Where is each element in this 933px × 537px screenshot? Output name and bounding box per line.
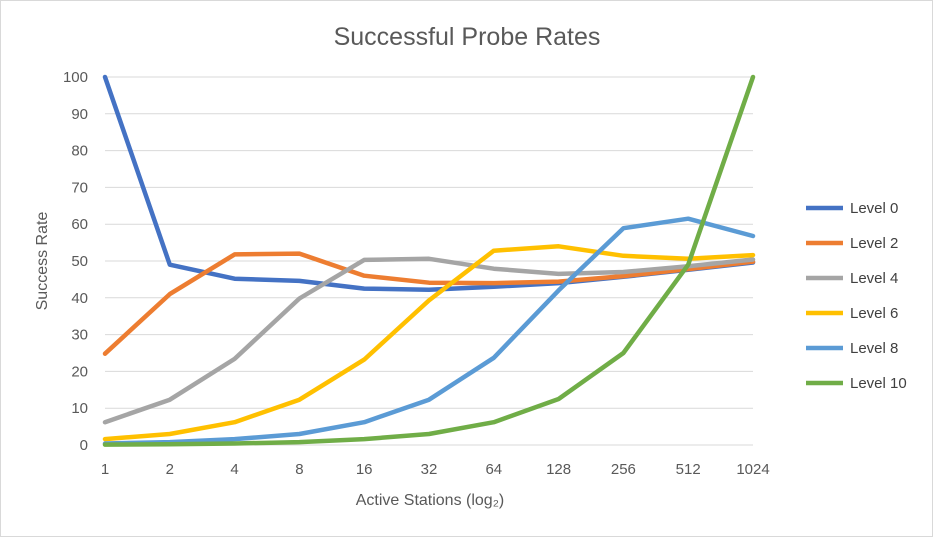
y-tick-label: 100 xyxy=(63,69,88,86)
y-tick-label: 30 xyxy=(71,327,88,344)
legend-label: Level 0 xyxy=(850,200,898,217)
legend-label: Level 8 xyxy=(850,340,898,357)
x-tick-label: 32 xyxy=(421,461,438,478)
x-tick-label: 64 xyxy=(485,461,502,478)
legend-label: Level 4 xyxy=(850,270,898,287)
y-tick-label: 90 xyxy=(71,106,88,123)
series-line xyxy=(102,216,756,446)
x-axis-label: Active Stations (log₂) xyxy=(356,492,505,509)
series-lines xyxy=(102,74,756,447)
series-line xyxy=(102,251,756,356)
y-tick-label: 60 xyxy=(71,216,88,233)
series-line xyxy=(102,74,756,447)
legend: Level 0 Level 2 Level 4 Level 6 Level 8 Level… xyxy=(806,200,907,392)
y-tick-label: 20 xyxy=(71,363,88,380)
y-tick-label: 80 xyxy=(71,143,88,160)
legend-label: Level 6 xyxy=(850,305,898,322)
x-tick-label: 8 xyxy=(295,461,303,478)
y-tick-label: 70 xyxy=(71,179,88,196)
x-tick-label: 2 xyxy=(166,461,174,478)
series-line xyxy=(102,244,756,442)
series-line xyxy=(102,256,756,425)
y-tick-labels: 0 10 20 30 40 50 60 70 80 90 100 xyxy=(63,69,88,454)
y-axis-label: Success Rate xyxy=(34,212,51,311)
y-tick-label: 0 xyxy=(80,437,88,454)
legend-label: Level 2 xyxy=(850,235,898,252)
x-tick-label: 128 xyxy=(546,461,571,478)
x-tick-label: 1 xyxy=(101,461,109,478)
x-tick-label: 512 xyxy=(676,461,701,478)
x-tick-label: 16 xyxy=(356,461,373,478)
x-tick-label: 256 xyxy=(611,461,636,478)
x-tick-label: 4 xyxy=(230,461,238,478)
x-tick-label: 1024 xyxy=(736,461,769,478)
gridlines xyxy=(105,76,753,446)
y-tick-label: 50 xyxy=(71,253,88,270)
x-tick-labels: 1 2 4 8 16 32 64 128 256 512 1024 xyxy=(101,461,770,478)
chart-title: Successful Probe Rates xyxy=(334,23,601,51)
legend-label: Level 10 xyxy=(850,375,907,392)
y-tick-label: 40 xyxy=(71,290,88,307)
y-tick-label: 10 xyxy=(71,400,88,417)
